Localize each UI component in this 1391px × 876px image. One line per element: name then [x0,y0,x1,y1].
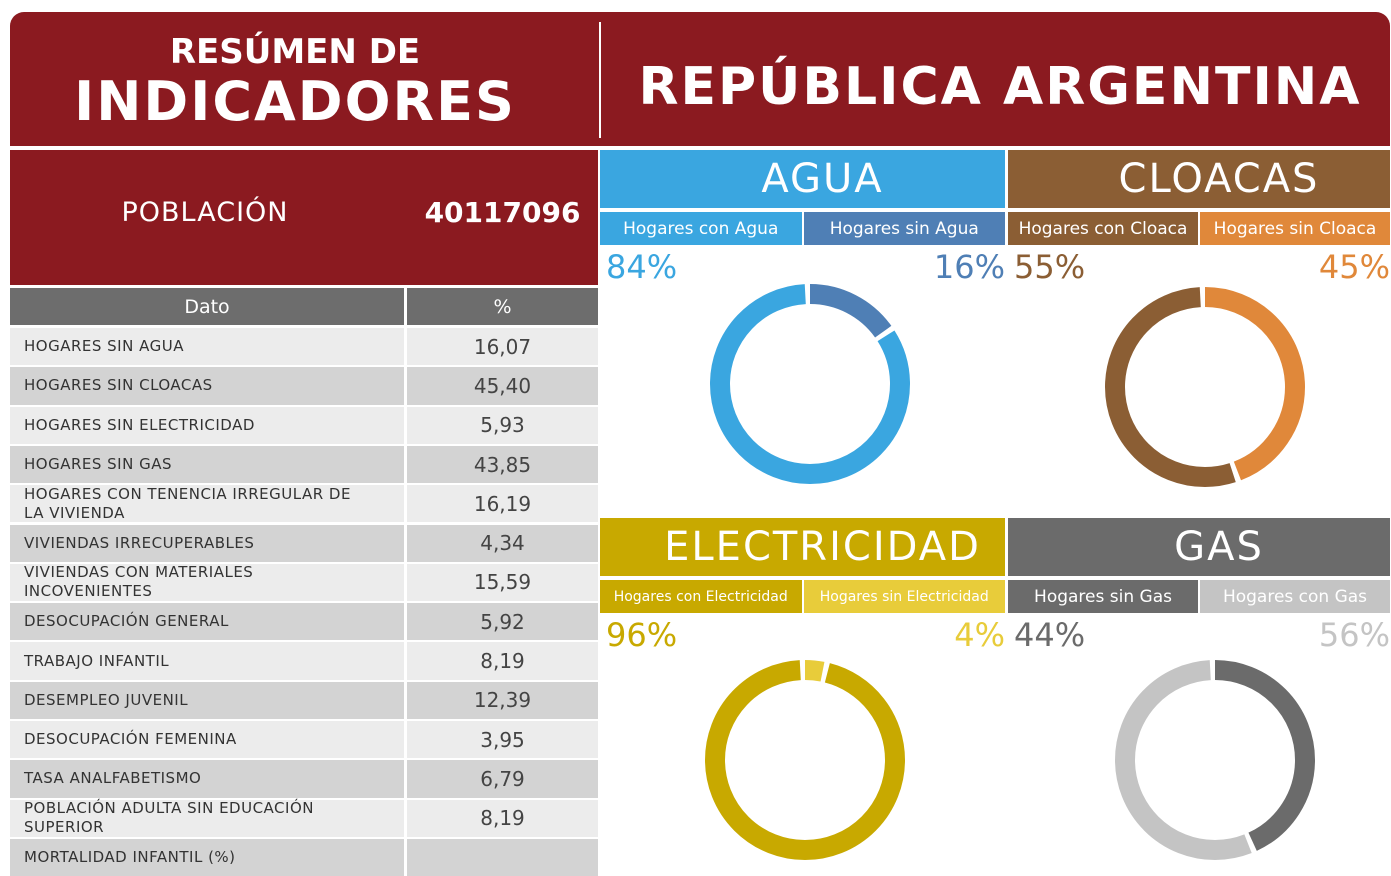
row-label: HOGARES SIN AGUA [24,337,184,356]
row-label: POBLACIÓN ADULTA SIN EDUCACIÓN SUPERIOR [24,799,314,837]
row-label: HOGARES SIN GAS [24,455,173,474]
row-bg [10,445,404,484]
row-label: DESOCUPACIÓN FEMENINA [24,730,237,749]
percent-label: 45% [1318,248,1390,286]
row-bg [407,367,598,405]
legend-cell: Hogares con Electricidad [600,580,802,613]
row-value: 4,34 [480,531,525,556]
row-bg [407,328,598,366]
row-bg [407,406,598,444]
row-bg [407,799,598,837]
panel-bar: GAS [1008,518,1390,576]
population-value: 40117096 [424,195,581,229]
country: REPÚBLICA ARGENTINA [638,57,1362,117]
row-bg [10,642,404,680]
legend-cell: Hogares sin Cloaca [1200,212,1390,245]
title-line: RESÚMEN DE [169,32,421,72]
row-label: VIVIENDAS CON MATERIALES INCOVENIENTES [24,563,254,601]
row-label: TASA ANALFABETISMO [24,769,202,788]
table-head: % [407,288,598,325]
table-head: Dato [10,288,404,325]
panel-bar: CLOACAS [1008,150,1390,208]
row-value: 6,79 [480,766,525,791]
donut-segment [1105,287,1305,487]
population-label: POBLACIÓN [121,196,289,228]
row-value: 15,59 [473,570,532,595]
legend-cell: Hogares sin Gas [1008,580,1198,613]
row-bg [407,642,598,680]
row-bg [10,367,404,405]
row-value: 3,95 [480,727,525,752]
donut-segment [1115,660,1315,860]
row-bg [407,445,598,484]
donut-segment [705,660,905,860]
row-bg [407,838,598,876]
row-bg [407,563,598,602]
row-bg [10,603,404,641]
percent-label: 56% [1318,616,1390,654]
row-bg [10,760,404,798]
row-bg [407,485,598,523]
donut-segment [710,284,910,484]
legend-cell: Hogares con Cloaca [1008,212,1198,245]
divider [599,22,601,138]
row-bg [10,328,404,366]
row-bg [407,603,598,641]
row-bg [10,799,404,837]
header [10,12,1390,146]
population-box [10,150,598,285]
row-bg [10,406,404,444]
row-value: 8,19 [480,649,525,674]
legend-cell: Hogares sin Agua [803,212,1005,245]
percent-label: 96% [606,616,678,654]
row-value: 8,19 [480,806,525,831]
row-value: 45,40 [473,373,532,398]
legend-cell: Hogares sin Electricidad [803,580,1005,613]
donut-segment [705,660,905,860]
row-label: HOGARES SIN ELECTRICIDAD [24,415,255,434]
row-bg [10,485,404,523]
row-bg [10,524,404,562]
donut-segment [710,284,910,484]
legend-cell: Hogares con Gas [1200,580,1390,613]
row-label: DESOCUPACIÓN GENERAL [24,612,229,631]
donut-segment [1115,660,1315,860]
row-bg [407,681,598,719]
panel-bar: AGUA [600,150,1005,208]
row-label: HOGARES CON TENENCIA IRREGULAR DE LA VIV… [24,484,351,522]
percent-label: 84% [606,248,678,286]
row-value: 5,92 [480,609,525,634]
panel-bar: ELECTRICIDAD [600,518,1005,576]
percent-label: 55% [1014,248,1086,286]
percent-label: 4% [954,616,1005,654]
percent-label: 16% [933,248,1005,286]
legend-cell: Hogares con Agua [600,212,802,245]
title-line: INDICADORES [74,69,516,133]
row-bg [407,524,598,562]
row-bg [407,760,598,798]
row-value: 43,85 [473,452,532,477]
row-bg [407,721,598,759]
row-label: VIVIENDAS IRRECUPERABLES [24,533,255,552]
row-bg [10,838,404,876]
row-value: 12,39 [473,688,532,713]
row-bg [10,563,404,602]
row-label: TRABAJO INFANTIL [24,651,170,670]
row-label: HOGARES SIN CLOACAS [24,376,213,395]
row-label: DESEMPLEO JUVENIL [24,690,189,709]
row-bg [10,681,404,719]
donut-segment [1105,287,1305,487]
row-value: 5,93 [480,413,525,438]
row-label: MORTALIDAD INFANTIL (%) [24,848,236,867]
row-value: 16,19 [473,491,532,516]
row-bg [10,721,404,759]
percent-label: 44% [1014,616,1086,654]
row-value: 16,07 [473,334,532,359]
